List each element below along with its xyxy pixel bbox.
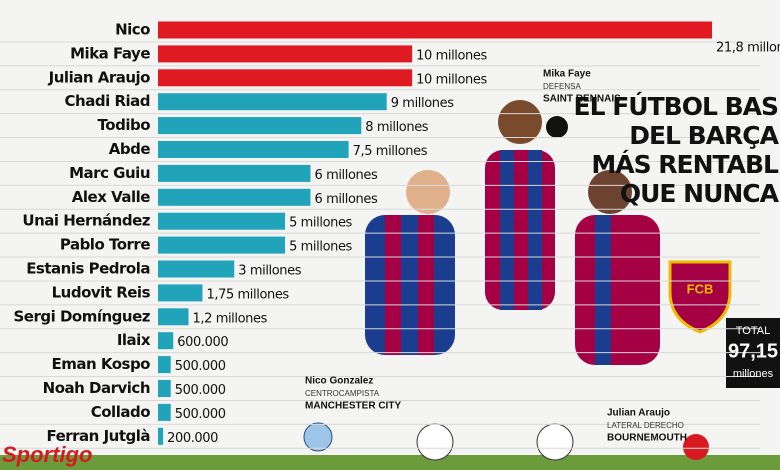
headline: EL FÚTBOL BAS xyxy=(574,91,779,121)
category-label: Pablo Torre xyxy=(60,236,150,254)
value-label: 5 millones xyxy=(289,240,352,255)
category-label: Ludovit Reis xyxy=(52,283,151,301)
total-unit: millones xyxy=(733,368,774,380)
grass xyxy=(0,455,780,470)
bar xyxy=(158,380,171,397)
player-stripe xyxy=(528,150,542,310)
player-stripe xyxy=(595,215,611,365)
player-club: MANCHESTER CITY xyxy=(305,401,401,412)
club-badge xyxy=(683,434,709,460)
player-name: Nico Gonzalez xyxy=(305,376,373,387)
bar xyxy=(158,212,286,230)
player-head xyxy=(498,100,542,144)
category-label: Estanis Pedrola xyxy=(26,260,150,278)
player-role: CENTROCAMPISTA xyxy=(305,389,380,398)
bar xyxy=(158,236,286,254)
category-label: Ilaix xyxy=(117,331,151,349)
crest-text: FCB xyxy=(687,281,714,296)
bar xyxy=(158,403,171,421)
headline: MÁS RENTABL xyxy=(591,150,779,179)
player-stripe xyxy=(418,215,434,355)
total-value: 97,15 xyxy=(728,340,778,362)
player-shape xyxy=(485,150,555,310)
category-label: Marc Guiu xyxy=(69,164,150,182)
value-label: 6 millones xyxy=(314,192,377,207)
player-head xyxy=(406,170,450,214)
value-label: 21,8 millones xyxy=(716,41,780,56)
value-label: 8 millones xyxy=(365,120,428,135)
value-label: 9 millones xyxy=(391,96,454,111)
player-stripe xyxy=(500,150,514,310)
bar xyxy=(158,427,164,445)
player-role: LATERAL DERECHO xyxy=(607,421,684,430)
category-label: Chadi Riad xyxy=(65,92,150,110)
category-label: Nico xyxy=(115,21,150,39)
value-label: 3 millones xyxy=(238,264,301,279)
players-art xyxy=(303,100,780,461)
player-stripe xyxy=(385,215,401,355)
watermark: Sportigo xyxy=(2,442,92,467)
player-shape xyxy=(365,215,455,355)
category-label: Collado xyxy=(91,403,150,421)
bar xyxy=(158,141,349,158)
total-label: TOTAL xyxy=(736,325,770,337)
bar xyxy=(158,188,311,206)
value-label: 500.000 xyxy=(175,383,226,398)
bar xyxy=(158,21,712,39)
bar xyxy=(158,356,171,374)
value-label: 7,5 millones xyxy=(353,144,428,159)
bar xyxy=(158,69,413,87)
value-label: 600.000 xyxy=(177,335,228,350)
ball xyxy=(416,423,454,461)
ball xyxy=(536,423,574,461)
category-label: Ferran Jutglà xyxy=(46,427,150,445)
value-label: 6 millones xyxy=(314,168,377,183)
bar xyxy=(158,117,362,135)
player-shape xyxy=(575,215,660,365)
bar xyxy=(158,332,174,350)
value-label: 1,2 millones xyxy=(192,311,267,326)
value-label: 500.000 xyxy=(175,359,226,374)
value-label: 1,75 millones xyxy=(206,287,289,302)
club-badge xyxy=(546,116,568,138)
player-club: SAINT RENNAIS xyxy=(543,94,621,105)
category-label: Eman Kospo xyxy=(51,355,150,373)
category-label: Abde xyxy=(109,140,151,158)
player-head xyxy=(588,170,632,214)
club-badge xyxy=(303,422,333,452)
bar xyxy=(158,308,189,326)
category-label: Mika Faye xyxy=(70,44,150,62)
bar xyxy=(158,45,413,63)
value-label: 500.000 xyxy=(175,407,226,422)
value-label: 5 millones xyxy=(289,216,352,231)
player-name: Mika Faye xyxy=(543,69,591,80)
headline: QUE NUNCA xyxy=(620,179,780,208)
category-label: Julian Araujo xyxy=(48,68,151,86)
value-label: 10 millones xyxy=(416,72,487,87)
crest xyxy=(668,260,732,334)
bar xyxy=(158,284,203,302)
bar xyxy=(158,164,311,182)
headline: DEL BARÇA xyxy=(629,121,779,150)
value-label: 200.000 xyxy=(167,431,218,446)
player-name: Julian Araujo xyxy=(607,408,670,419)
category-label: Sergi Domínguez xyxy=(13,307,150,325)
category-label: Alex Valle xyxy=(72,188,151,206)
value-label: 10 millones xyxy=(416,48,487,63)
player-club: BOURNEMOUTH xyxy=(607,433,687,444)
category-label: Unai Hernández xyxy=(22,212,150,230)
bar xyxy=(158,93,387,111)
player-role: DEFENSA xyxy=(543,82,581,91)
category-label: Noah Darvich xyxy=(43,379,150,397)
category-label: Todibo xyxy=(98,116,151,134)
bar xyxy=(158,260,235,278)
